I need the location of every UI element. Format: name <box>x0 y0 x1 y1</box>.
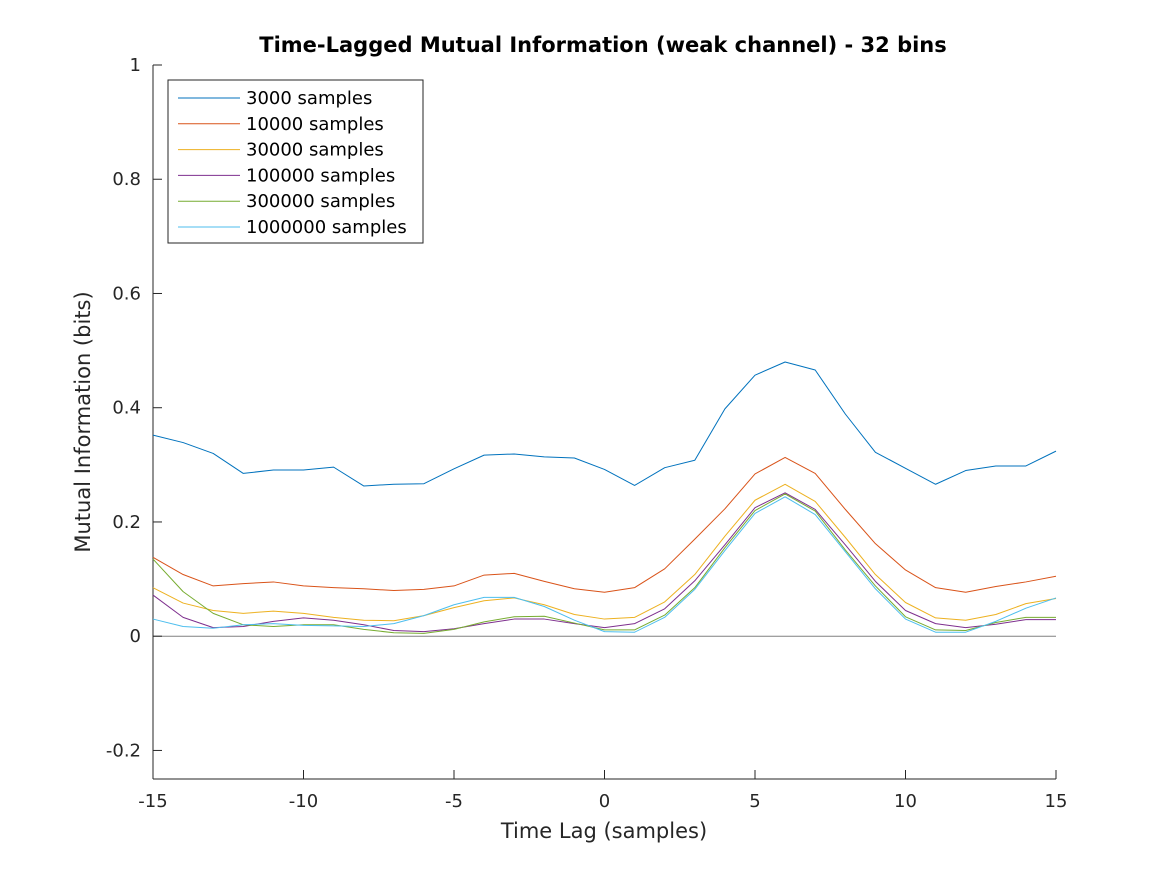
series-line-2 <box>152 456 1057 593</box>
y-tick-label: 0 <box>130 626 141 647</box>
x-tick-label: -5 <box>445 791 463 812</box>
series-line-3 <box>152 483 1057 622</box>
legend: 3000 samples 10000 samples 30000 samples 10… <box>167 79 424 244</box>
y-tick-label: 0.8 <box>112 169 141 190</box>
series-line-5 <box>152 493 1056 634</box>
legend-entry-label: 300000 samples <box>246 191 395 212</box>
y-tick-label: 1 <box>130 55 141 76</box>
y-tick-label: 0.4 <box>112 398 141 419</box>
y-tick-label: -0.2 <box>106 740 141 761</box>
legend-entry-label: 3000 samples <box>246 88 372 109</box>
x-tick-label: -10 <box>289 791 318 812</box>
y-tick-label: 0.6 <box>112 283 141 304</box>
series-layer <box>152 361 1057 634</box>
x-axis-label: Time Lag (samples) <box>500 819 707 843</box>
legend-entry-label: 30000 samples <box>246 140 384 161</box>
x-tick-label: 0 <box>599 791 610 812</box>
y-axis-label: Mutual Information (bits) <box>71 291 95 552</box>
chart-title: Time-Lagged Mutual Information (weak cha… <box>259 33 947 57</box>
y-tick-label: 0.2 <box>112 512 141 533</box>
axes: -15 -10 -5 0 5 10 15 -0.2 0 0.2 0.4 0.6 0.8 1 <box>106 55 1068 812</box>
legend-entry-label: 1000000 samples <box>246 217 407 238</box>
x-tick-label: 10 <box>894 791 917 812</box>
series-line-4 <box>152 492 1056 633</box>
legend-entry-label: 100000 samples <box>246 165 395 186</box>
series-line-1 <box>152 361 1057 487</box>
x-tick-label: -15 <box>138 791 167 812</box>
legend-box <box>167 79 424 244</box>
x-tick-label: 15 <box>1045 791 1068 812</box>
legend-entry-label: 10000 samples <box>246 114 384 135</box>
x-tick-label: 5 <box>749 791 760 812</box>
series-line-6 <box>152 496 1057 633</box>
